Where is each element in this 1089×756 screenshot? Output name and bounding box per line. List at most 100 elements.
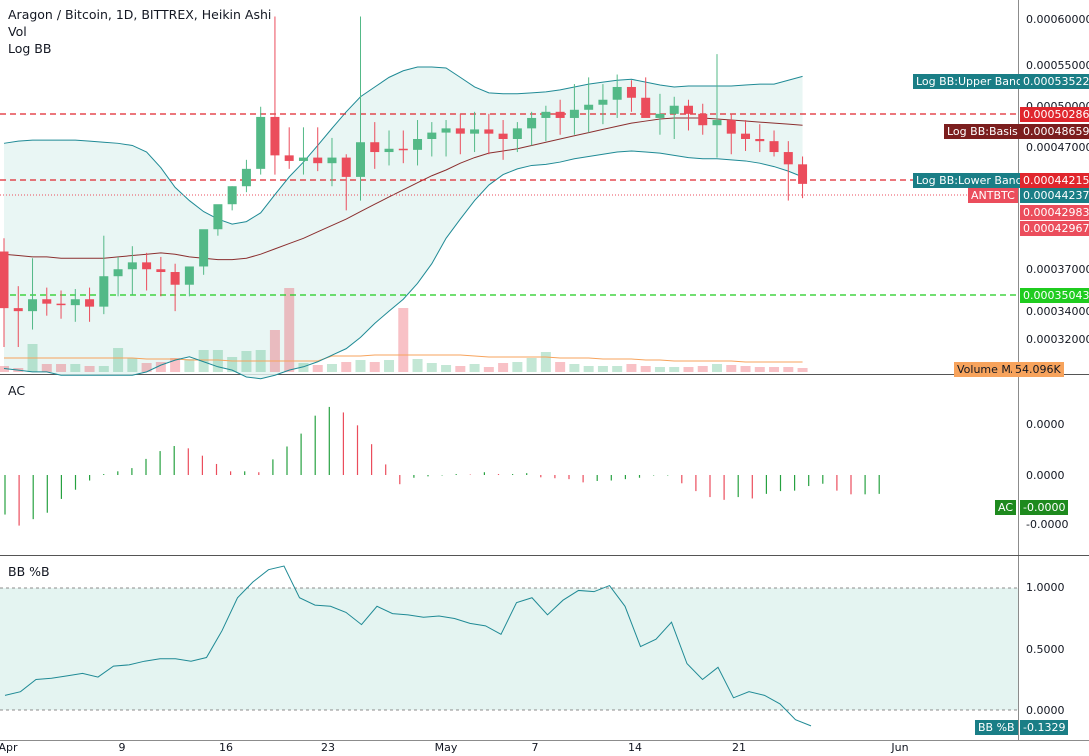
candle-body xyxy=(85,299,95,307)
volume-bar xyxy=(298,363,309,372)
ac-axis-tick: 0.0000 xyxy=(1026,418,1065,431)
support-line-tag: 0.00044215 xyxy=(1020,173,1089,188)
candle-body xyxy=(227,186,237,205)
volume-bar xyxy=(441,365,452,372)
candle-body xyxy=(327,157,337,164)
candle-body xyxy=(641,97,651,118)
volume-bar xyxy=(355,360,366,372)
candle-body xyxy=(769,141,779,153)
time-axis-tick: Jun xyxy=(890,741,908,754)
candle-body xyxy=(712,120,722,126)
bbp-axis-tick: 0.5000 xyxy=(1026,643,1065,656)
volume-bar xyxy=(512,362,523,372)
candle-body xyxy=(56,303,66,306)
candle-body xyxy=(0,251,9,309)
candle-body xyxy=(298,157,308,161)
bbp-name-tag: BB %B xyxy=(975,720,1018,735)
candle-body xyxy=(241,168,251,187)
bbp-band-fill xyxy=(0,588,1018,710)
candle-body xyxy=(798,164,808,184)
volume-bar xyxy=(612,366,623,372)
candle-body xyxy=(70,299,80,306)
candle-body xyxy=(213,204,223,230)
candle-body xyxy=(669,105,679,114)
price-axis-tick: 0.00060000 xyxy=(1026,13,1089,26)
basis-name-tag: Log BB:Basis xyxy=(944,124,1021,139)
volume-bar xyxy=(113,348,124,372)
time-axis-tick: 9 xyxy=(119,741,126,754)
volume-bar xyxy=(369,362,380,372)
volume-bar xyxy=(583,366,594,372)
volume-bar xyxy=(412,359,423,372)
volume-bar xyxy=(455,366,466,372)
candle-body xyxy=(484,129,494,134)
price-axis-tick: 0.00032000 xyxy=(1026,333,1089,346)
volume-bar xyxy=(654,367,665,372)
volume-bar xyxy=(597,366,608,372)
price-axis-tick: 0.00047000 xyxy=(1026,141,1089,154)
volume-bar xyxy=(797,368,808,372)
volume-bar xyxy=(526,358,537,372)
volume-bar xyxy=(56,364,67,372)
ac-axis-tick: 0.0000 xyxy=(1026,469,1065,482)
basis-value-tag: 0.00048659 xyxy=(1020,124,1089,139)
candle-body xyxy=(441,128,451,133)
volume-bar xyxy=(184,359,195,372)
volume-bar xyxy=(540,352,551,372)
volume-bar xyxy=(569,364,580,372)
volume-bar xyxy=(754,367,765,372)
candle-body xyxy=(398,148,408,151)
lower-band-name-tag: Log BB:Lower Band xyxy=(913,173,1026,188)
candle-body xyxy=(127,262,137,270)
candle-body xyxy=(655,113,665,118)
symbol-title: Aragon / Bitcoin, 1D, BITTREX, Heikin As… xyxy=(8,7,272,22)
candle-body xyxy=(726,120,736,134)
candle-body xyxy=(541,111,551,118)
time-axis-tick: 14 xyxy=(628,741,642,754)
bb-legend: Log BB xyxy=(8,41,52,56)
bbp-value-tag: -0.1329 xyxy=(1020,720,1069,735)
candle-body xyxy=(142,262,152,270)
bbp-legend: BB %B xyxy=(8,564,50,579)
candle-body xyxy=(555,111,565,118)
time-axis-tick: 23 xyxy=(321,741,335,754)
bb-lower-line xyxy=(3,150,803,380)
candle-body xyxy=(341,157,351,177)
candle-body xyxy=(113,269,123,277)
ac-value-tag: -0.0000 xyxy=(1020,500,1069,515)
volume-bar xyxy=(640,366,651,372)
last-price-tag: 0.00044237 xyxy=(1020,188,1089,203)
upper-band-name-tag: Log BB:Upper Band xyxy=(913,74,1026,89)
candle-body xyxy=(356,142,365,177)
volume-bar xyxy=(326,364,337,372)
candle-body xyxy=(427,132,437,139)
candle-body xyxy=(170,272,180,285)
candle-body xyxy=(470,129,480,134)
bb-fill xyxy=(4,67,803,379)
resistance-line-tag: 0.00050286 xyxy=(1020,107,1089,122)
upper-band-value-tag: 0.00053522 xyxy=(1020,74,1089,89)
candle-body xyxy=(284,155,294,161)
time-axis-tick: 21 xyxy=(732,741,746,754)
price-tag-2: 0.00042983 xyxy=(1020,205,1089,220)
bbp-axis-tick: 1.0000 xyxy=(1026,581,1065,594)
candle-body xyxy=(755,138,765,142)
time-axis-tick: 16 xyxy=(219,741,233,754)
volume-bar xyxy=(426,363,437,372)
candle-body xyxy=(370,142,380,153)
volume-bar xyxy=(170,358,181,372)
volume-bar xyxy=(384,360,395,372)
volume-bar xyxy=(483,367,494,372)
volume-bar xyxy=(341,362,352,372)
volume-bar xyxy=(740,366,751,372)
candle-body xyxy=(698,113,708,126)
volume-bar xyxy=(127,358,138,372)
bbp-line xyxy=(4,565,812,727)
volume-bar xyxy=(227,357,238,372)
candle-body xyxy=(612,86,622,100)
candle-body xyxy=(626,86,636,98)
candle-body xyxy=(598,99,608,105)
candle-body xyxy=(13,308,23,312)
volume-bar xyxy=(398,308,409,372)
volume-ma-line xyxy=(4,354,803,363)
